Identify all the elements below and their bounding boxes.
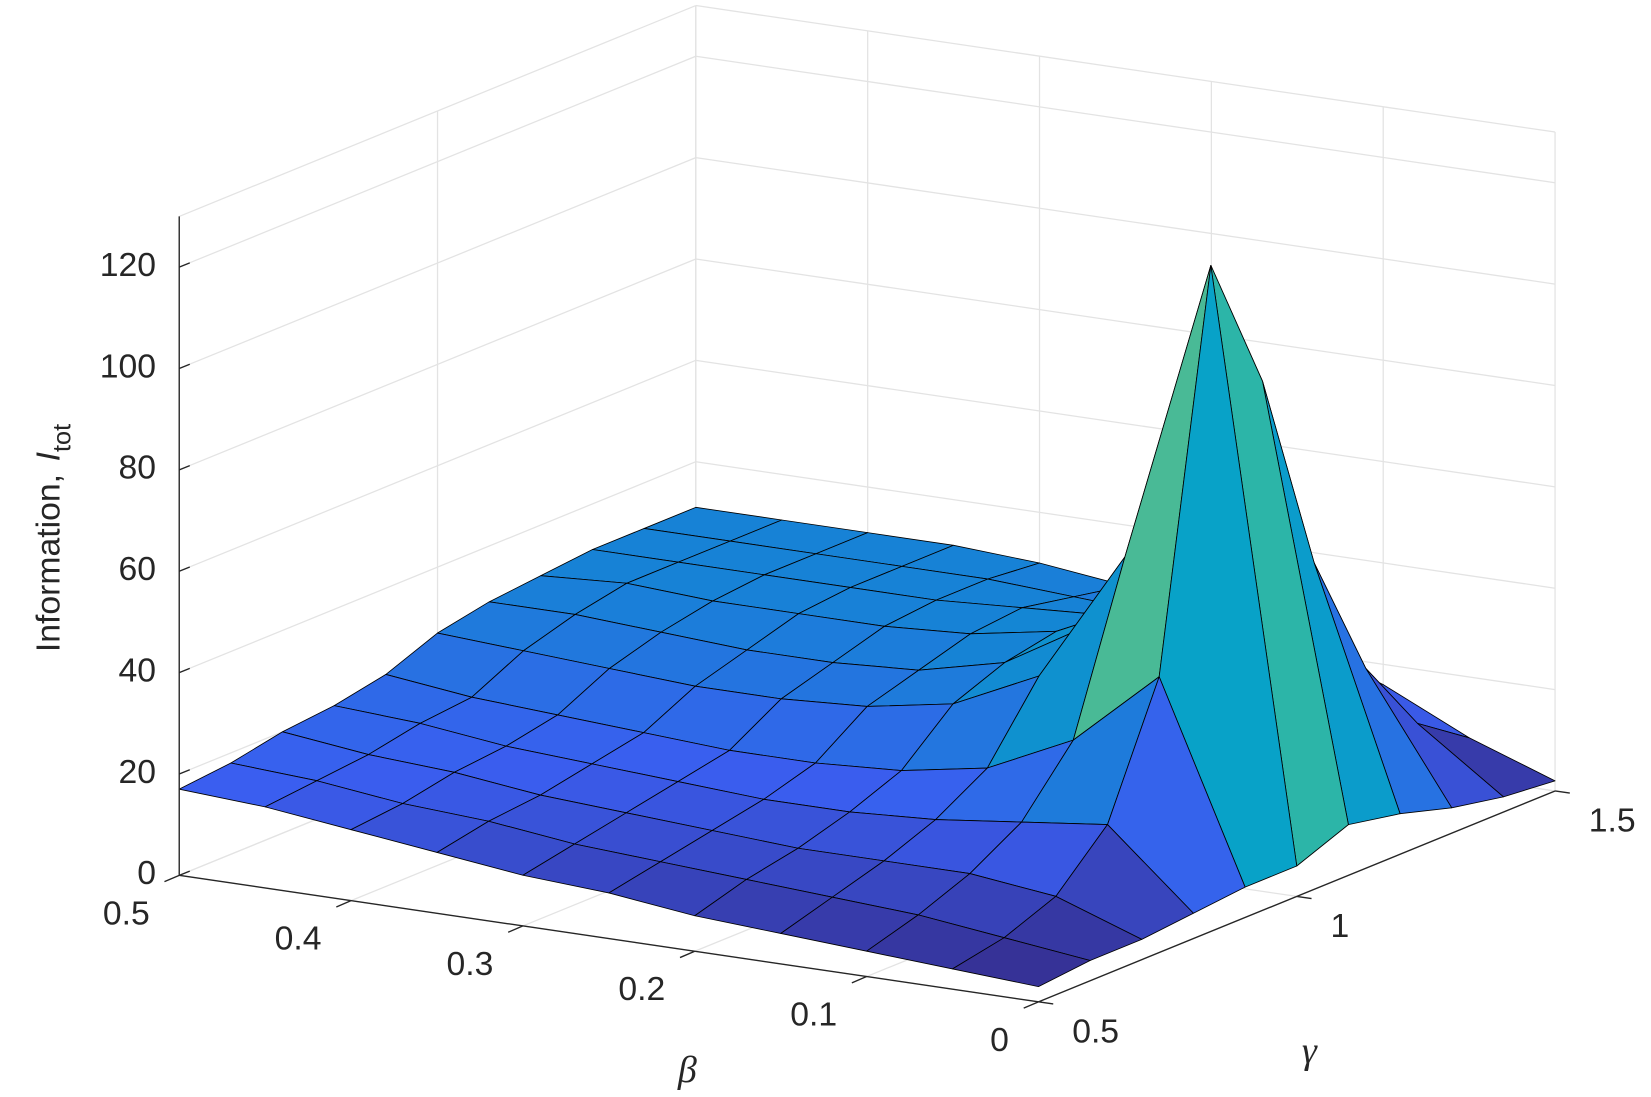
- z-label-var: I: [30, 452, 68, 461]
- x-tick: [507, 925, 524, 933]
- z-label-text: Information,: [30, 474, 68, 652]
- wall-edge: [178, 4, 697, 217]
- grid-line: [695, 461, 1556, 589]
- z-tick-label: 120: [100, 246, 156, 284]
- x-tick-label: 0.1: [790, 996, 837, 1034]
- z-tick: [178, 870, 191, 876]
- axes-layer: 0 20 40 60 80 100 120 0 0.1 0.2 0.3 0.4 0.5 0.5 1 1.5: [100, 216, 1636, 1059]
- z-tick: [178, 262, 191, 268]
- z-tick-label: 40: [119, 651, 157, 689]
- x-tick-label: 0.4: [275, 920, 322, 958]
- grid-line: [695, 156, 1556, 285]
- wall-edge: [695, 4, 1556, 133]
- z-tick: [178, 667, 191, 674]
- z-tick: [178, 566, 191, 572]
- surface: [178, 264, 1556, 988]
- z-axis-label: Information, Itot: [30, 424, 76, 652]
- surface-patch: [952, 937, 1091, 988]
- x-axis-label: β: [677, 1049, 697, 1091]
- grid-line: [695, 359, 1556, 488]
- z-tick: [178, 769, 191, 775]
- grid-line: [695, 258, 1556, 387]
- y-tick-label: 1: [1330, 907, 1349, 945]
- grid-line: [695, 55, 1556, 184]
- z-tick: [178, 363, 191, 370]
- z-label-sub: tot: [48, 424, 76, 452]
- z-tick: [178, 464, 191, 471]
- x-tick-label: 0.5: [103, 894, 150, 932]
- x-tick: [679, 950, 696, 959]
- x-tick-label: 0.3: [447, 945, 494, 983]
- x-tick-label: 0.2: [618, 970, 665, 1008]
- y-tick: [1554, 790, 1570, 794]
- z-tick-label: 60: [119, 550, 157, 588]
- z-tick-label: 80: [119, 449, 157, 487]
- y-tick: [1038, 1001, 1054, 1005]
- y-tick-label: 0.5: [1072, 1012, 1119, 1050]
- y-tick-label: 1.5: [1589, 802, 1636, 840]
- x-tick: [1023, 1001, 1039, 1009]
- x-tick: [851, 975, 867, 984]
- x-tick: [336, 899, 352, 908]
- y-axis-label: γ: [1302, 1030, 1318, 1072]
- z-tick-label: 100: [100, 347, 156, 385]
- z-tick-label: 0: [137, 854, 156, 892]
- z-tick-label: 20: [119, 753, 157, 791]
- x-tick-label: 0: [990, 1021, 1009, 1059]
- x-tick: [164, 874, 180, 883]
- x-axis: [179, 874, 1039, 1003]
- y-tick: [1296, 895, 1312, 900]
